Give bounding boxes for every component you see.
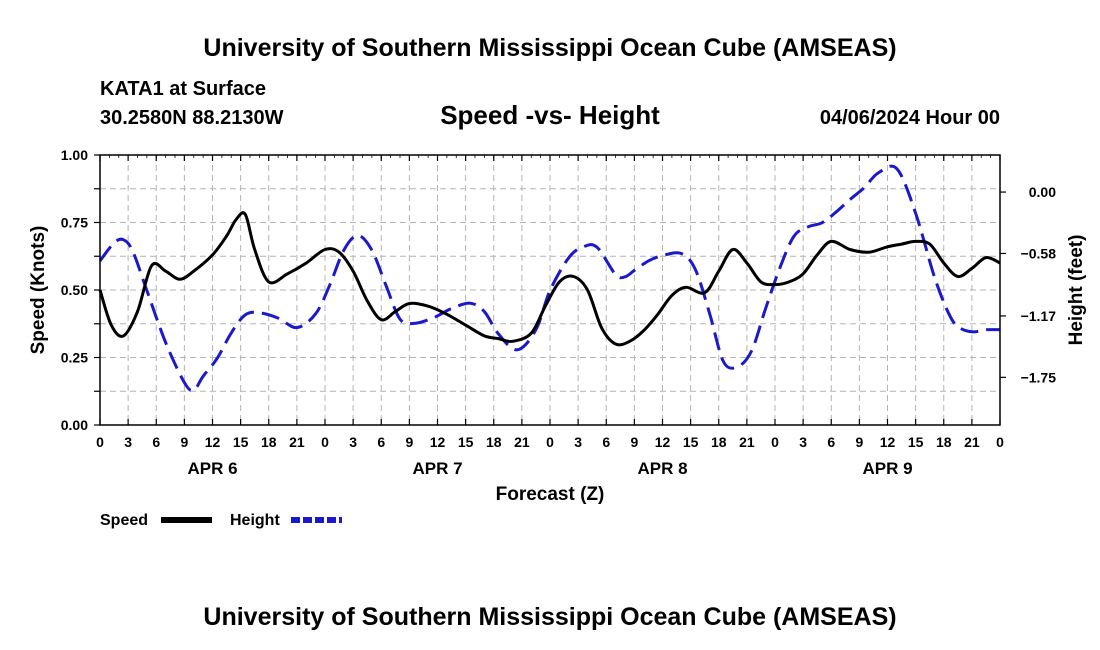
x-tick-label: 3 [349,434,357,450]
y-right-tick-label: −1.17 [1021,308,1057,324]
day-label: APR 8 [637,459,687,478]
y-left-tick-label: 0.50 [61,282,88,298]
x-tick-label: 3 [574,434,582,450]
x-tick-label: 21 [964,434,980,450]
bottom-title: University of Southern Mississippi Ocean… [203,603,896,631]
x-tick-label: 12 [430,434,446,450]
y-left-tick-label: 0.75 [61,215,88,231]
x-tick-label: 9 [405,434,413,450]
x-tick-label: 9 [855,434,863,450]
x-tick-label: 3 [799,434,807,450]
x-tick-label: 18 [711,434,727,450]
x-tick-label: 15 [908,434,924,450]
y-left-tick-label: 0.25 [61,350,88,366]
x-tick-label: 15 [233,434,249,450]
series-line-speed [98,211,1001,347]
x-tick-label: 9 [630,434,638,450]
legend-speed-label: Speed [100,512,148,529]
x-tick-label: 3 [124,434,132,450]
x-tick-label: 21 [514,434,530,450]
x-tick-label: 21 [739,434,755,450]
legend-height-label: Height [230,512,280,529]
grid [100,155,1000,425]
y-axis-right-label: Height (feet) [1066,235,1087,346]
x-tick-label: 0 [321,434,329,450]
coordinates-label: 30.2580N 88.2130W [100,107,284,129]
legend: Speed Height [100,512,342,529]
chart-title: Speed -vs- Height [440,100,660,130]
date-label: 04/06/2024 Hour 00 [820,107,1000,129]
x-axis-label: Forecast (Z) [496,484,605,505]
station-label: KATA1 at Surface [100,78,266,100]
x-tick-label: 0 [546,434,554,450]
x-tick-label: 18 [936,434,952,450]
y-left-tick-label: 0.00 [61,417,88,433]
x-tick-label: 15 [683,434,699,450]
x-tick-label: 6 [602,434,610,450]
x-tick-label: 9 [180,434,188,450]
x-tick-label: 12 [205,434,221,450]
day-label: APR 6 [187,459,237,478]
y-left-tick-label: 1.00 [61,147,88,163]
x-tick-label: 0 [771,434,779,450]
y-right-tick-label: 0.00 [1029,184,1056,200]
x-tick-label: 18 [486,434,502,450]
day-label: APR 9 [862,459,912,478]
x-tick-label: 0 [96,434,104,450]
x-tick-label: 6 [377,434,385,450]
top-title: University of Southern Mississippi Ocean… [203,34,896,62]
x-tick-label: 18 [261,434,277,450]
plot-series [98,164,1001,392]
x-tick-label: 12 [880,434,896,450]
series-line-height [98,164,1001,392]
day-label: APR 7 [412,459,462,478]
y-axis-left-label: Speed (Knots) [28,226,49,355]
x-tick-label: 6 [152,434,160,450]
x-tick-label: 6 [827,434,835,450]
y-right-tick-label: −0.58 [1021,245,1057,261]
y-right-tick-label: −1.75 [1021,369,1057,385]
x-tick-label: 15 [458,434,474,450]
x-tick-label: 21 [289,434,305,450]
x-tick-label: 12 [655,434,671,450]
x-tick-label: 0 [996,434,1004,450]
axes: 0 3 6 9 12 15 18 21 0 3 6 9 12 15 18 21 0 3 6 9 12 15 18 21 0 3 6 9… [61,147,1056,478]
